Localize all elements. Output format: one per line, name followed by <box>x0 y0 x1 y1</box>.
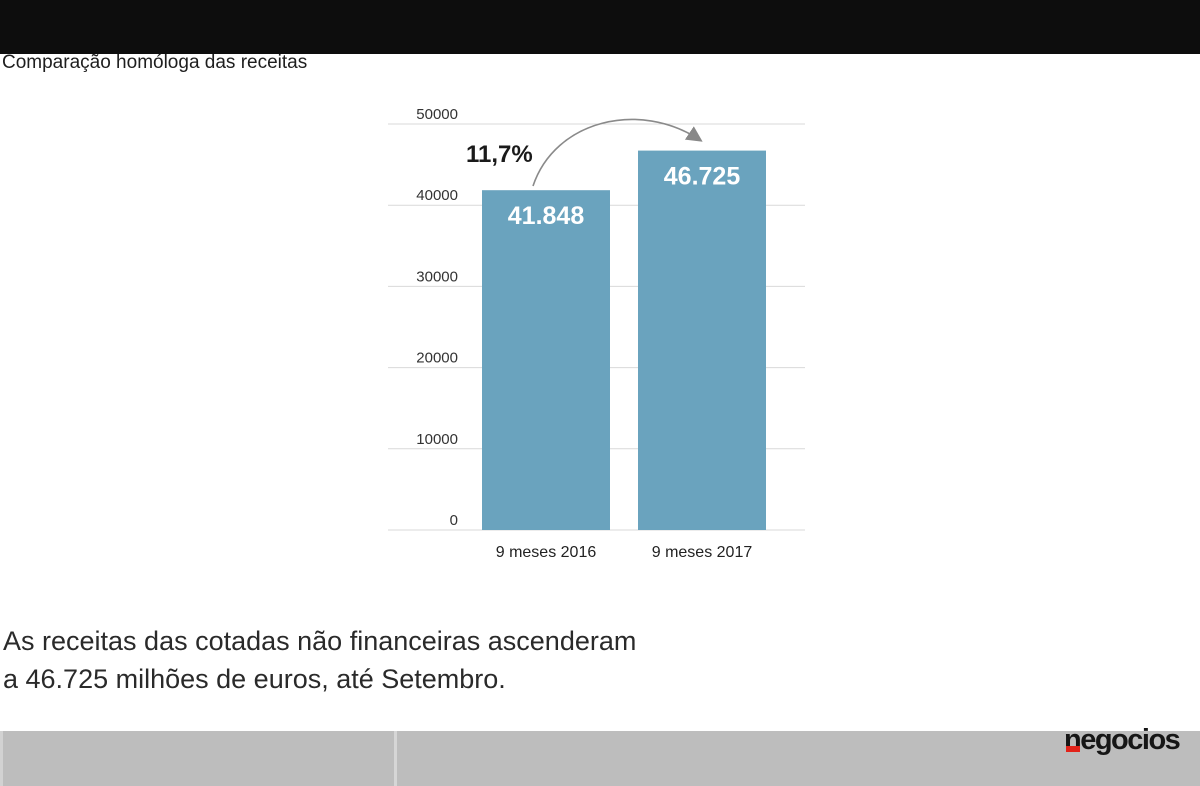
y-tick-label: 10000 <box>416 431 458 448</box>
logo-accent-mark <box>1066 746 1080 752</box>
caption-line-2: a 46.725 milhões de euros, até Setembro. <box>3 664 506 694</box>
y-tick-label: 50000 <box>416 106 458 123</box>
bar-2 <box>638 150 766 530</box>
y-tick-label: 30000 <box>416 268 458 285</box>
x-tick-label: 9 meses 2017 <box>652 544 753 561</box>
growth-arrow <box>532 118 703 187</box>
negocios-logo[interactable]: negocios <box>1064 724 1181 756</box>
bottom-bar-edge <box>0 731 3 786</box>
caption-line-1: As receitas das cotadas não financeiras … <box>3 626 637 656</box>
y-tick-label: 20000 <box>416 350 458 367</box>
chart-title: Comparação homóloga das receitas <box>2 52 308 73</box>
growth-annotation: 11,7% <box>466 141 533 168</box>
caption: As receitas das cotadas não financeiras … <box>3 622 636 698</box>
data-label: 46.725 <box>664 163 741 191</box>
bottom-bar-divider <box>394 731 397 786</box>
x-tick-label: 9 meses 2016 <box>496 544 597 561</box>
y-tick-label: 0 <box>450 512 458 529</box>
bar-1 <box>482 190 610 530</box>
bottom-bar <box>0 731 1200 786</box>
top-bar <box>0 0 1200 54</box>
y-tick-label: 40000 <box>416 187 458 204</box>
data-label: 41.848 <box>508 202 585 230</box>
bar-chart: 0 10000 20000 30000 40000 50000 41.848 9 meses … <box>388 106 805 561</box>
